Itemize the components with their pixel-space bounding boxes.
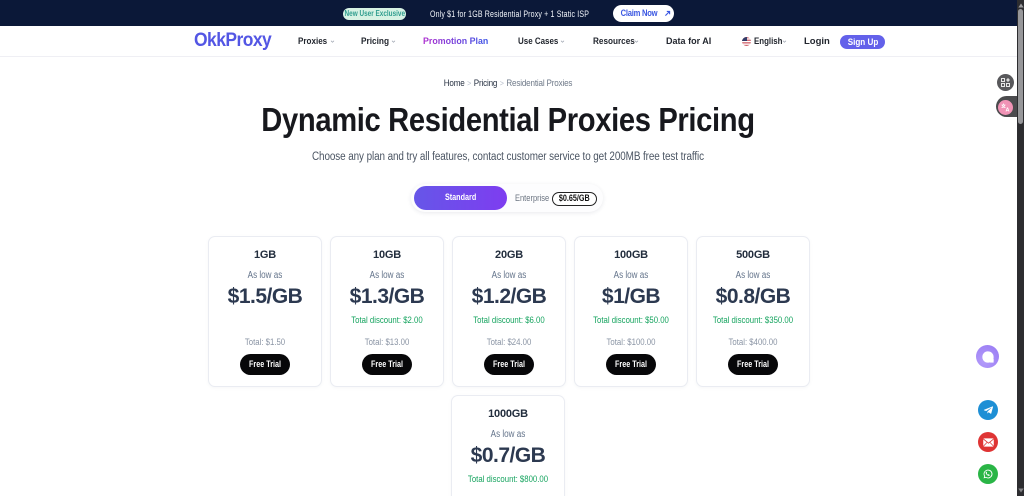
svg-text:A: A xyxy=(1006,107,1010,112)
